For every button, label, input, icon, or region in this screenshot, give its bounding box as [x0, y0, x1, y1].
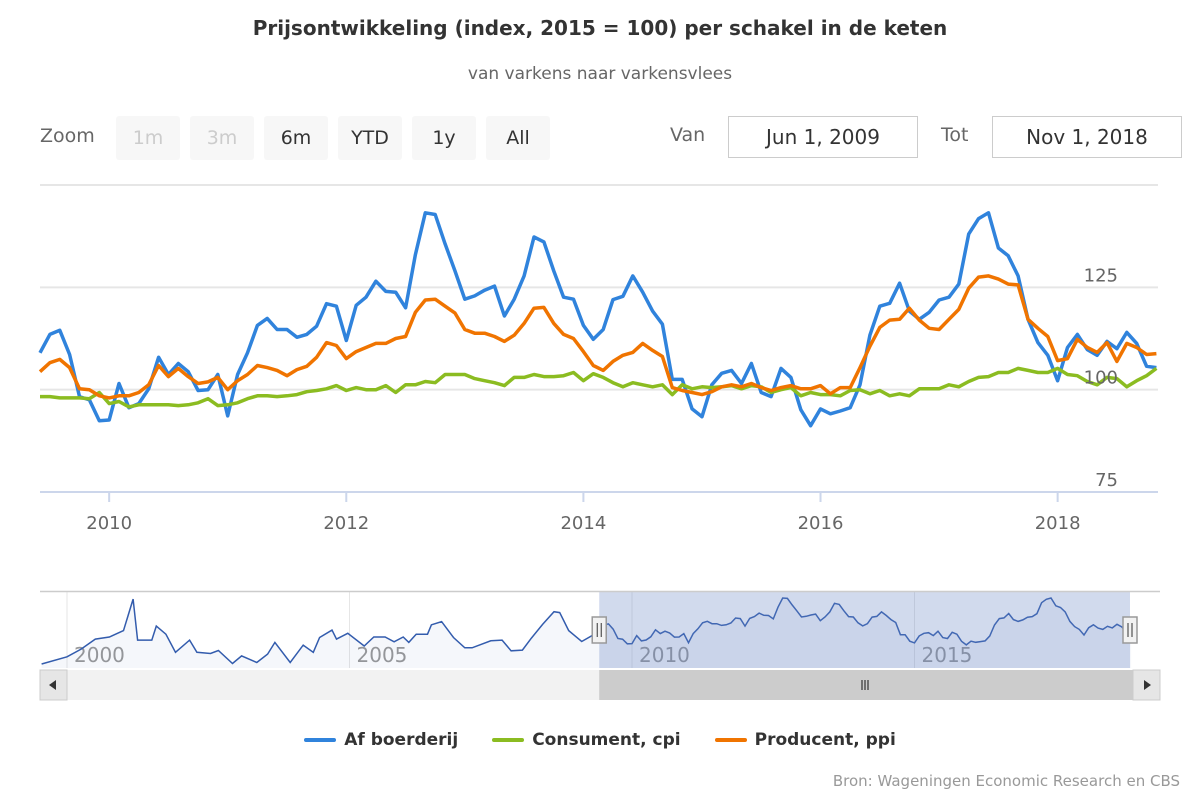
legend-item-consument-cpi[interactable]: Consument, cpi	[492, 730, 681, 750]
zoom-6m-button[interactable]: 6m	[264, 116, 328, 160]
legend-line-symbol	[714, 738, 747, 742]
navigator-handle-left[interactable]	[591, 616, 607, 644]
scrollbar[interactable]	[39, 669, 1161, 701]
handle-box	[1122, 616, 1138, 644]
zoom-label: Zoom	[40, 125, 95, 147]
y-axis-labels: 75 100 125	[1084, 265, 1118, 491]
navigator-area	[41, 598, 1132, 668]
from-date-input[interactable]: Jun 1, 2009	[728, 116, 918, 158]
y-gridlines	[40, 184, 1158, 493]
y-tick-label: 125	[1084, 265, 1118, 286]
navigator[interactable]: 2000 2005 2010 2015	[40, 590, 1160, 669]
legend-label: Consument, cpi	[532, 730, 681, 750]
x-tick-label: 2012	[323, 513, 369, 534]
to-date-input[interactable]: Nov 1, 2018	[992, 116, 1182, 158]
plot-series	[38, 211, 1158, 428]
navigator-tick-label: 2005	[357, 643, 408, 667]
arrow-left-icon	[49, 680, 56, 690]
x-tick-label: 2016	[798, 513, 844, 534]
series-line-consument-cpi	[40, 366, 1158, 409]
arrow-right-icon	[1144, 680, 1151, 690]
x-tick-label: 2010	[86, 513, 132, 534]
legend: Af boerderij Consument, cpi Producent, p…	[0, 730, 1200, 750]
navigator-selection-mask	[599, 592, 1130, 668]
from-label: Van	[670, 124, 706, 146]
legend-item-producent-ppi[interactable]: Producent, ppi	[714, 730, 896, 750]
scrollbar-thumb[interactable]	[599, 670, 1133, 700]
zoom-1m-button[interactable]: 1m	[116, 116, 180, 160]
legend-item-af-boerderij[interactable]: Af boerderij	[304, 730, 458, 750]
legend-line-symbol	[304, 738, 337, 742]
chart-title: Prijsontwikkeling (index, 2015 = 100) pe…	[252, 16, 948, 40]
navigator-tick-label: 2000	[74, 643, 125, 667]
x-axis: 2010 2012 2014 2016 2018	[86, 492, 1081, 534]
y-tick-label: 75	[1095, 470, 1118, 491]
series-line-producent-ppi	[38, 274, 1157, 400]
x-tick-label: 2018	[1035, 513, 1081, 534]
navigator-line	[41, 597, 1132, 665]
zoom-all-button[interactable]: All	[486, 116, 550, 160]
legend-label: Af boerderij	[344, 730, 459, 750]
legend-label: Producent, ppi	[754, 730, 896, 750]
navigator-handle-right[interactable]	[1122, 616, 1138, 644]
series-line-af-boerderij	[38, 211, 1157, 428]
navigator-tick-label: 2010	[639, 643, 690, 667]
y-tick-label: 100	[1084, 368, 1118, 389]
to-label: Tot	[941, 124, 969, 146]
navigator-tick-label: 2015	[922, 643, 973, 667]
credits[interactable]: Bron: Wageningen Economic Research en CB…	[832, 772, 1180, 790]
x-tick-label: 2014	[560, 513, 606, 534]
zoom-3m-button[interactable]: 3m	[190, 116, 254, 160]
legend-line-symbol	[492, 738, 525, 742]
zoom-1y-button[interactable]: 1y	[412, 116, 476, 160]
chart-subtitle: van varkens naar varkensvlees	[467, 64, 733, 84]
zoom-ytd-button[interactable]: YTD	[338, 116, 402, 160]
handle-box	[591, 616, 607, 644]
